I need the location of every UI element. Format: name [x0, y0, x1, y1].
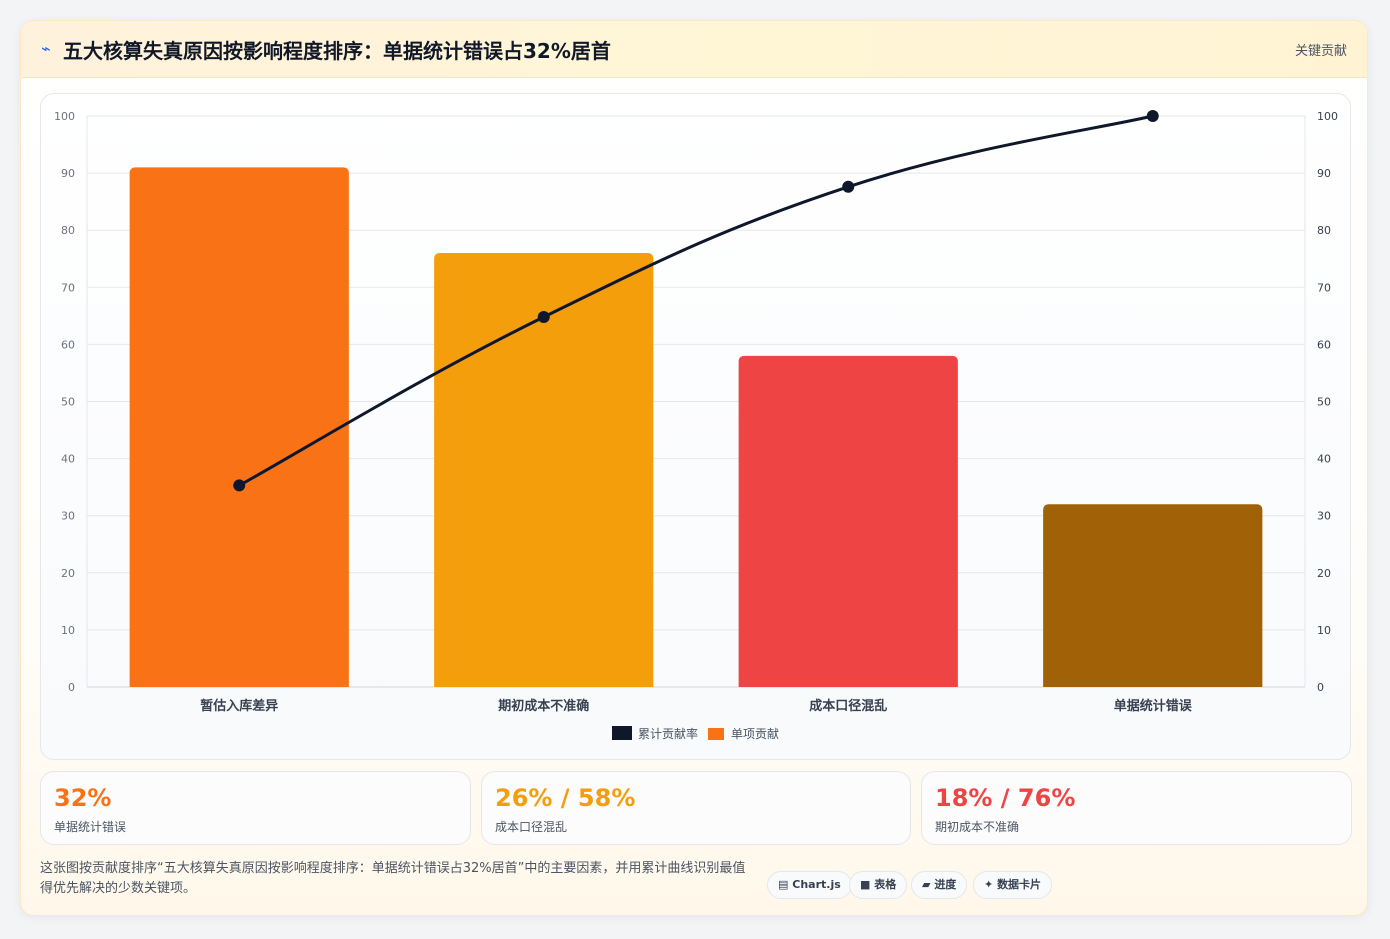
- cumulative-point: [842, 180, 855, 193]
- y-tick-left: 30: [61, 510, 75, 523]
- cumulative-line: [238, 114, 1154, 487]
- legend-label-single: 单项贡献: [731, 726, 779, 741]
- kpi-card-2: 26% / 58% 成本口径混乱: [481, 771, 911, 845]
- x-tick-label: 单据统计错误: [1114, 698, 1193, 714]
- y-tick-left: 10: [61, 624, 75, 637]
- y-tick-right: 0: [1317, 681, 1324, 694]
- x-tick-label: 成本口径混乱: [809, 698, 887, 714]
- cumulative-point: [233, 479, 246, 492]
- legend-swatch-single: [708, 728, 724, 740]
- y-tick-left: 40: [61, 453, 75, 466]
- y-tick-left: 70: [61, 281, 75, 294]
- chart-panel: 0 0 10 10 20 20 30 30 40 40 50 50 60 60 70 70 80 80 90 90 10…: [40, 93, 1351, 760]
- card-title: 五大核算失真原因按影响程度排序：单据统计错误占32%居首: [63, 39, 611, 63]
- chart-icon: ▤: [778, 878, 789, 891]
- pareto-chart: 0 0 10 10 20 20 30 30 40 40 50 50 60 60 70 70 80 80 90 90 10…: [54, 110, 1338, 741]
- y-tick-right: 20: [1317, 567, 1331, 580]
- kpi-value: 26% / 58%: [495, 784, 636, 812]
- y-tick-left: 60: [61, 338, 75, 351]
- y-tick-left: 0: [68, 681, 75, 694]
- y-tick-right: 50: [1317, 396, 1331, 409]
- chip-chartjs[interactable]: ▤ Chart.js: [767, 871, 852, 899]
- kpi-label: 成本口径混乱: [495, 820, 568, 834]
- chip-progress[interactable]: ▰ 进度: [911, 871, 968, 899]
- chart-description: 这张图按贡献度排序“五大核算失真原因按影响程度排序：单据统计错误占32%居首”中…: [40, 861, 746, 896]
- bar-2: [434, 253, 654, 688]
- lightning-icon: ⌁: [41, 39, 51, 58]
- y-tick-left: 90: [61, 167, 75, 180]
- sparkle-icon: ✦: [984, 878, 994, 891]
- progress-icon: ▰: [922, 878, 931, 891]
- x-tick-label: 暂估入库差异: [200, 698, 278, 714]
- x-tick-label: 期初成本不准确: [498, 698, 589, 714]
- kpi-value: 18% / 76%: [935, 784, 1076, 812]
- y-tick-right: 40: [1317, 453, 1331, 466]
- pareto-card: ⌁ 五大核算失真原因按影响程度排序：单据统计错误占32%居首 关键贡献 0 0 10…: [20, 20, 1368, 916]
- cumulative-point: [537, 310, 550, 323]
- kpi-value: 32%: [54, 784, 112, 812]
- kpi-label: 期初成本不准确: [935, 820, 1020, 834]
- chip-label: 进度: [934, 878, 957, 891]
- kpi-card-1: 32% 单据统计错误: [40, 771, 471, 845]
- chip-label: 表格: [874, 878, 897, 891]
- y-tick-right: 30: [1317, 510, 1331, 523]
- bar-4: [1043, 504, 1263, 687]
- legend-label-cumulative: 累计贡献率: [638, 726, 698, 741]
- legend-swatch-cumulative: [612, 726, 632, 740]
- header-tag: 关键贡献: [1294, 44, 1347, 59]
- y-tick-right: 100: [1317, 110, 1338, 123]
- cumulative-point: [1146, 110, 1159, 122]
- y-tick-left: 50: [61, 396, 75, 409]
- y-tick-right: 10: [1317, 624, 1331, 637]
- chip-label: Chart.js: [792, 878, 841, 891]
- chip-label: 数据卡片: [997, 878, 1042, 891]
- chip-data-cards[interactable]: ✦ 数据卡片: [973, 871, 1053, 899]
- table-icon: ■: [860, 878, 871, 891]
- kpi-label: 单据统计错误: [54, 820, 127, 834]
- y-tick-left: 100: [54, 110, 75, 123]
- y-tick-right: 70: [1317, 281, 1331, 294]
- kpi-card-3: 18% / 76% 期初成本不准确: [921, 771, 1352, 845]
- y-tick-left: 20: [61, 567, 75, 580]
- y-tick-right: 80: [1317, 224, 1331, 237]
- card-header: ⌁ 五大核算失真原因按影响程度排序：单据统计错误占32%居首 关键贡献: [21, 21, 1367, 78]
- bar-1: [129, 167, 349, 687]
- y-tick-left: 80: [61, 224, 75, 237]
- y-tick-right: 90: [1317, 167, 1331, 180]
- y-tick-right: 60: [1317, 338, 1331, 351]
- chip-table[interactable]: ■ 表格: [849, 871, 908, 899]
- bar-3: [738, 355, 958, 687]
